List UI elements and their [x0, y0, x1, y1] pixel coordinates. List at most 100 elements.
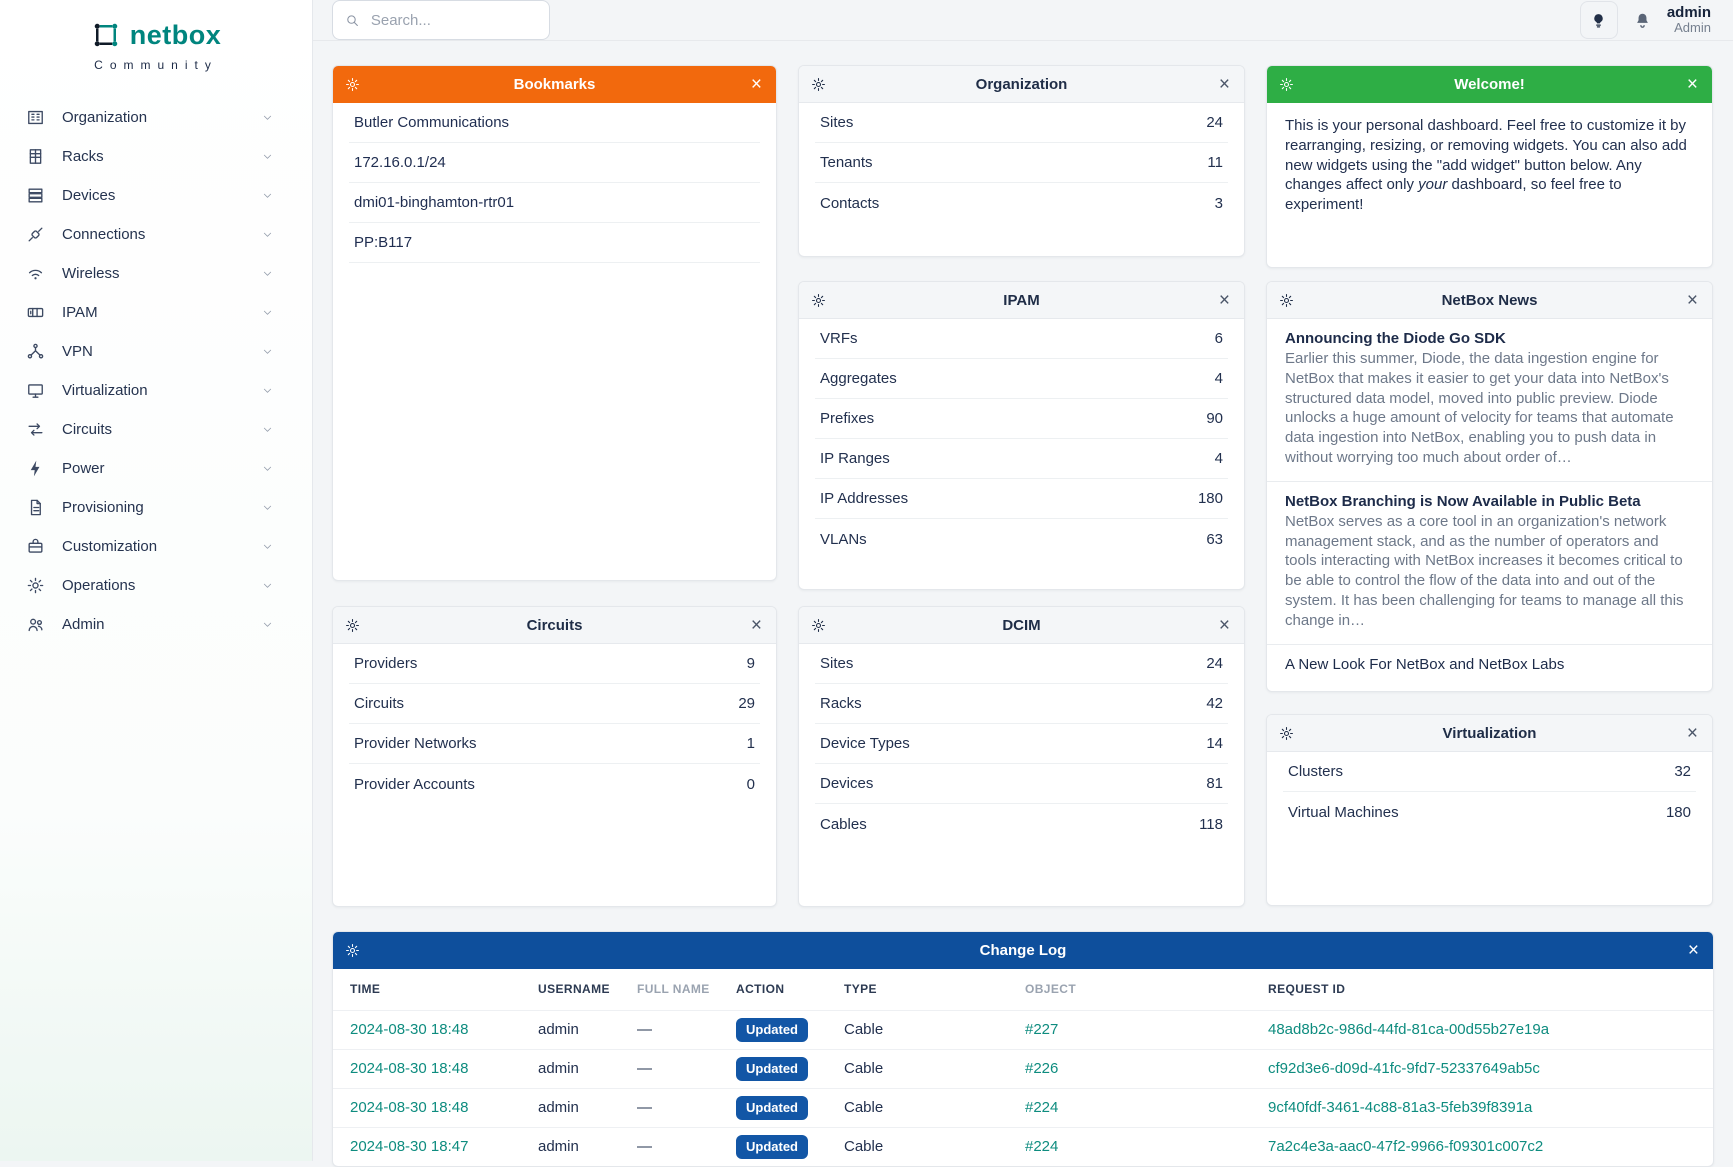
sidebar-item-devices[interactable]: Devices [0, 176, 312, 215]
brand-name: netbox [129, 19, 222, 50]
sidebar-item-circuits[interactable]: Circuits [0, 410, 312, 449]
change-time-link[interactable]: 2024-08-30 18:48 [350, 1099, 469, 1116]
sidebar-item-ipam[interactable]: IPAM [0, 293, 312, 332]
stat-row[interactable]: IP Addresses 180 [815, 479, 1228, 519]
theme-toggle-button[interactable] [1579, 1, 1618, 39]
stat-row[interactable]: VLANs 63 [815, 519, 1228, 559]
widget-config-button[interactable] [811, 618, 826, 633]
stat-row[interactable]: Virtual Machines 180 [1283, 792, 1696, 832]
object-link[interactable]: #224 [1025, 1138, 1059, 1156]
sidebar-item-virtualization[interactable]: Virtualization [0, 371, 312, 410]
widget-config-button[interactable] [811, 77, 826, 92]
sidebar-item-provisioning[interactable]: Provisioning [0, 488, 312, 527]
stat-row[interactable]: Circuits 29 [349, 684, 760, 724]
object-link[interactable]: #227 [1025, 1021, 1059, 1038]
welcome-widget-header: Welcome! × [1267, 66, 1712, 103]
stat-row[interactable]: Aggregates 4 [815, 359, 1228, 399]
widget-config-button[interactable] [345, 77, 360, 92]
toolbox-icon [28, 538, 43, 553]
widget-close-button[interactable]: × [750, 74, 762, 95]
news-headline[interactable]: A New Look For NetBox and NetBox Labs [1285, 655, 1565, 673]
changelog-widget-header: Change Log × [333, 932, 1713, 969]
netbox-logo[interactable]: netbox [0, 14, 312, 56]
widget-close-button[interactable]: × [1218, 289, 1230, 311]
stat-row[interactable]: Devices 81 [815, 764, 1228, 804]
stat-row[interactable]: Sites 24 [815, 103, 1228, 143]
news-headline[interactable]: Announcing the Diode Go SDK [1285, 330, 1506, 347]
sidebar-item-power[interactable]: Power [0, 449, 312, 488]
stat-row[interactable]: VRFs 6 [815, 319, 1228, 359]
sidebar-item-racks[interactable]: Racks [0, 137, 312, 176]
widget-config-button[interactable] [811, 293, 826, 308]
sidebar-item-operations[interactable]: Operations [0, 566, 312, 605]
widget-title: Bookmarks [513, 76, 596, 93]
bookmark-item[interactable]: Butler Communications [349, 103, 760, 143]
object-link[interactable]: #224 [1025, 1099, 1059, 1116]
dcim-widget-header: DCIM × [799, 607, 1244, 644]
widget-config-button[interactable] [1279, 293, 1294, 308]
change-full-name: — [637, 1126, 736, 1166]
object-link[interactable]: #226 [1025, 1060, 1059, 1077]
column-header-username: USERNAME [538, 982, 610, 997]
stat-row[interactable]: Tenants 11 [815, 143, 1228, 183]
user-menu[interactable]: admin Admin [1667, 4, 1711, 36]
stat-label: Tenants [820, 154, 873, 171]
stat-row[interactable]: IP Ranges 4 [815, 439, 1228, 479]
widget-config-button[interactable] [345, 943, 360, 958]
users-icon [28, 618, 43, 632]
organization-widget-header: Organization × [799, 66, 1244, 103]
widget-close-button[interactable]: × [1686, 74, 1698, 95]
widget-close-button[interactable]: × [1218, 614, 1230, 636]
request-id-link[interactable]: 9cf40fdf-3461-4c88-81a3-5feb39f8391a [1268, 1099, 1533, 1116]
sidebar-item-organization[interactable]: Organization [0, 98, 312, 137]
sidebar-item-label: Connections [62, 226, 146, 243]
stat-row[interactable]: Sites 24 [815, 644, 1228, 684]
widget-close-button[interactable]: × [1218, 73, 1230, 95]
widget-config-button[interactable] [1279, 726, 1294, 741]
bookmark-item[interactable]: 172.16.0.1/24 [349, 143, 760, 183]
news-article: NetBox Branching is Now Available in Pub… [1267, 480, 1712, 644]
user-name: admin [1666, 3, 1711, 21]
stat-row[interactable]: Providers 9 [349, 644, 760, 684]
sidebar-item-wireless[interactable]: Wireless [0, 254, 312, 293]
stat-row[interactable]: Clusters 32 [1283, 752, 1696, 792]
request-id-link[interactable]: 7a2c4e3a-aac0-47f2-9966-f09301c007c2 [1268, 1138, 1544, 1156]
changelog-widget: Change Log × TIME USERNAME FULL NAME ACT… [332, 931, 1714, 1167]
search-box[interactable] [332, 0, 550, 40]
widget-close-button[interactable]: × [1687, 940, 1699, 961]
bookmarks-widget: Bookmarks × Butler Communications 172.16… [332, 65, 777, 581]
bookmark-item[interactable]: PP:B117 [349, 223, 760, 263]
action-badge: Updated [736, 1134, 808, 1159]
change-time-link[interactable]: 2024-08-30 18:47 [350, 1138, 469, 1156]
stat-row[interactable]: Prefixes 90 [815, 399, 1228, 439]
news-headline[interactable]: NetBox Branching is Now Available in Pub… [1285, 492, 1641, 510]
request-id-link[interactable]: 48ad8b2c-986d-44fd-81ca-00d55b27e19a [1268, 1021, 1550, 1038]
search-input[interactable] [368, 10, 537, 30]
stat-value: 6 [1214, 330, 1223, 347]
stat-row[interactable]: Contacts 3 [815, 183, 1228, 223]
notifications-button[interactable] [1633, 11, 1652, 30]
stat-row[interactable]: Cables 118 [815, 804, 1228, 844]
widget-config-button[interactable] [345, 618, 360, 633]
stat-row[interactable]: Provider Accounts 0 [349, 764, 760, 804]
widget-config-button[interactable] [1279, 77, 1294, 92]
change-time-link[interactable]: 2024-08-30 18:48 [350, 1060, 469, 1077]
dcim-widget: DCIM × Sites 24 Racks 42 Device Types 14 De… [798, 606, 1245, 907]
change-time-link[interactable]: 2024-08-30 18:48 [350, 1021, 469, 1038]
widget-close-button[interactable]: × [1686, 722, 1698, 744]
stat-row[interactable]: Racks 42 [815, 684, 1228, 724]
stat-row[interactable]: Device Types 14 [815, 724, 1228, 764]
request-id-link[interactable]: cf92d3e6-d09d-41fc-9fd7-52337649ab5c [1268, 1060, 1540, 1077]
sidebar-item-admin[interactable]: Admin [0, 605, 312, 644]
sidebar-item-connections[interactable]: Connections [0, 215, 312, 254]
widget-close-button[interactable]: × [750, 614, 762, 636]
widget-close-button[interactable]: × [1686, 289, 1698, 311]
change-type: Cable [844, 1087, 1025, 1127]
table-header-row: TIME USERNAME FULL NAME ACTION TYPE OBJE… [333, 969, 1713, 1010]
stat-row[interactable]: Provider Networks 1 [349, 724, 760, 764]
topbar: admin Admin [313, 0, 1733, 41]
plug-connection-icon [28, 227, 43, 242]
sidebar-item-vpn[interactable]: VPN [0, 332, 312, 371]
sidebar-item-customization[interactable]: Customization [0, 527, 312, 566]
bookmark-item[interactable]: dmi01-binghamton-rtr01 [349, 183, 760, 223]
